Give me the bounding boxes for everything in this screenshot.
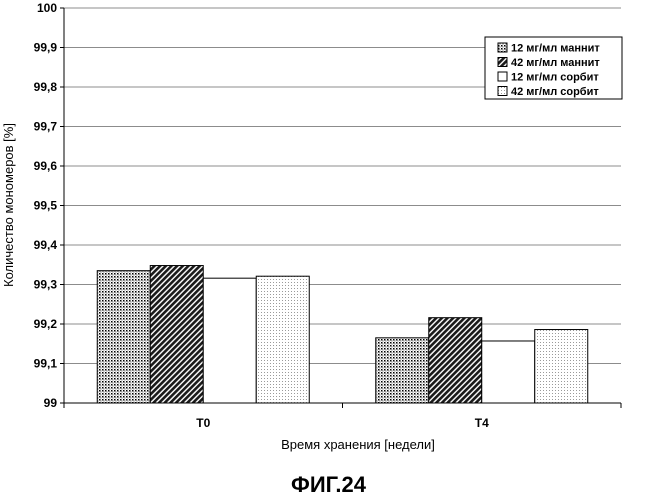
y-tick-label: 99,2 <box>34 317 58 331</box>
y-tick-label: 99,9 <box>34 41 58 55</box>
legend-entry: 42 мг/мл сорбит <box>511 86 599 98</box>
legend-entry: 12 мг/мл сорбит <box>511 72 599 84</box>
bars <box>96 265 589 404</box>
legend-entry: 42 мг/мл маннит <box>511 57 600 69</box>
bar <box>481 340 536 404</box>
y-tick-label: 99,4 <box>34 238 58 252</box>
bar <box>149 265 204 404</box>
legend-swatch <box>497 57 508 67</box>
legend-entry: 12 мг/мл маннит <box>511 43 600 55</box>
tick-labels: 99 99,1 99,2 99,3 99,4 99,5 99,6 99,7 99,8 99,9 10… <box>34 1 489 430</box>
y-tick-label: 99 <box>44 396 58 410</box>
legend-box <box>484 36 623 100</box>
legend: 12 мг/мл маннит 42 мг/мл маннит 12 мг/мл с… <box>484 36 623 100</box>
y-axis-title: Количество мономеров [%] <box>1 123 16 287</box>
legend-swatch <box>497 71 508 82</box>
y-tick-label: 99,6 <box>34 159 58 173</box>
bar <box>428 317 483 404</box>
y-tick-label: 99,7 <box>34 120 58 134</box>
y-tick-label: 99,3 <box>34 278 58 292</box>
figure-caption: ФИГ.24 <box>291 472 366 497</box>
y-tick-label: 99,5 <box>34 199 58 213</box>
legend-swatch <box>497 86 508 96</box>
bar <box>96 270 151 404</box>
legend-swatch <box>497 42 508 53</box>
bar <box>202 277 257 404</box>
bar <box>255 275 310 404</box>
axes <box>60 7 622 408</box>
bar <box>534 329 589 404</box>
y-tick-label: 99,1 <box>34 357 58 371</box>
x-axis-title: Время хранения [недели] <box>281 437 435 452</box>
x-tick-label: T4 <box>475 416 489 430</box>
x-tick-label: T0 <box>196 416 210 430</box>
y-tick-label: 99,8 <box>34 80 58 94</box>
bar <box>375 337 430 404</box>
y-tick-label: 100 <box>37 1 57 15</box>
bar-chart: 99 99,1 99,2 99,3 99,4 99,5 99,6 99,7 99,8 99,9 10… <box>1 1 623 452</box>
